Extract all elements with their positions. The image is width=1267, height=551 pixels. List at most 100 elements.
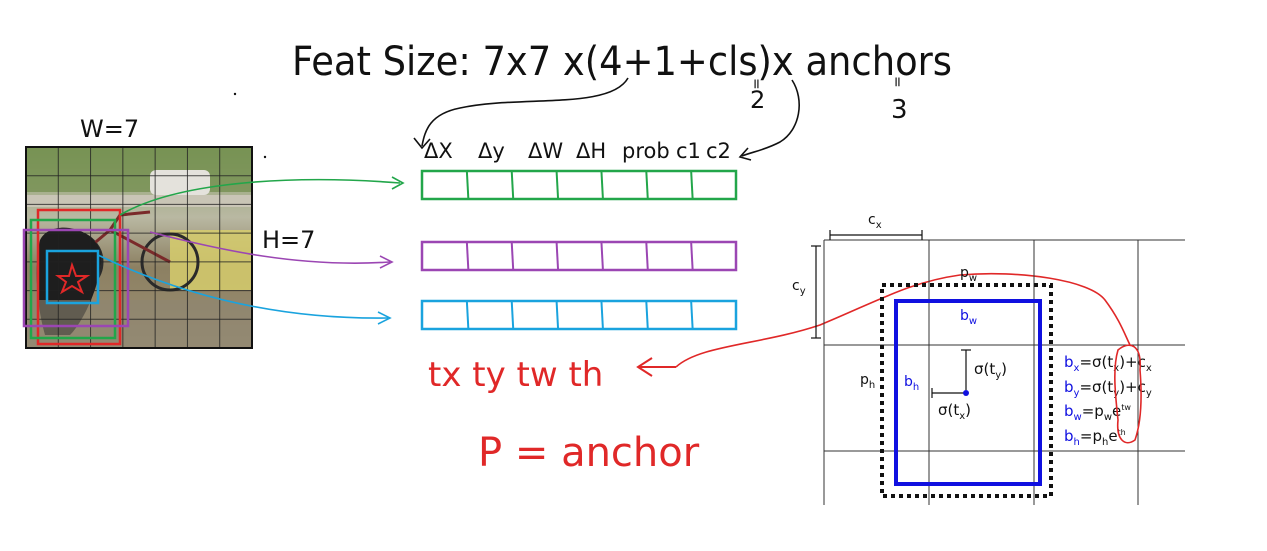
bbox-equation: by=σ(ty)+cy <box>1064 378 1152 399</box>
height-label: H=7 <box>262 226 315 254</box>
output-vectors <box>420 169 738 331</box>
dot-mark <box>233 92 237 96</box>
anchor-note: P = anchor <box>478 430 700 476</box>
arrow-head-classes <box>738 147 752 161</box>
bw-label: bw <box>960 308 977 327</box>
eq-rhs-sub: h <box>1102 437 1108 448</box>
bbox-equation: bw=pwetw <box>1064 402 1131 423</box>
cx-label: cx <box>868 212 882 231</box>
eq-tail-sup: th <box>1118 428 1126 437</box>
feat-size-text: Feat Size: 7x7 x(4+1+cls)x anchors <box>292 39 952 85</box>
vector-cell-divider <box>510 300 515 330</box>
yolo-bbox-figure: cx cy pw ph bw bh σ(ty) σ(tx) bx=σ(tx)+c… <box>792 212 1185 505</box>
image-border <box>25 146 253 349</box>
anchors-value: 3 <box>891 95 908 125</box>
feat-size-formula: Feat Size: 7x7 x(4+1+cls)x anchors = 2 =… <box>292 39 952 125</box>
photo-car <box>150 170 210 195</box>
eq-rhs: =p <box>1080 427 1102 445</box>
vector-cell-divider <box>600 241 604 271</box>
arrow-to-offsets <box>421 77 629 147</box>
vector-row <box>420 240 738 272</box>
arrow-to-classes <box>741 79 800 157</box>
label-c2: c2 <box>706 139 731 163</box>
vector-cell-divider <box>465 170 470 200</box>
red-curve-link <box>675 272 1131 368</box>
bh-label: bh <box>904 374 919 393</box>
dot-mark-2 <box>263 155 267 159</box>
vector-cell-divider <box>465 300 470 330</box>
vector-cell-divider <box>555 170 560 200</box>
eq-tail: )+c <box>1119 378 1146 396</box>
anchor-box-red <box>36 208 122 346</box>
center-point <box>963 390 969 396</box>
eq-tail: )+c <box>1119 353 1146 371</box>
eq-lhs: b <box>1064 353 1074 371</box>
photo-ground <box>26 300 252 348</box>
vector-header: ΔX Δy ΔW ΔH prob c1 c2 <box>424 139 731 163</box>
eq-lhs-sub: h <box>1074 437 1080 448</box>
t-params-arrow <box>636 357 676 377</box>
eq-tail-sub: y <box>1146 388 1152 399</box>
eq-rhs-sub: w <box>1104 412 1112 423</box>
eq-tail-sub: x <box>1146 363 1152 374</box>
vector-cell-divider <box>555 241 560 271</box>
photo-trees <box>26 147 252 192</box>
t-params-text: tx ty tw th <box>428 355 603 395</box>
link-purple-head <box>379 255 394 269</box>
eq-rhs: =p <box>1082 402 1104 420</box>
eq-lhs: b <box>1064 378 1074 396</box>
label-delta-w: ΔW <box>528 139 563 163</box>
vector-cell-divider <box>645 300 649 330</box>
vector-row <box>420 169 738 201</box>
vector-cell-divider <box>600 300 604 330</box>
eq-rhs: =σ(t <box>1079 378 1113 396</box>
label-c1: c1 <box>676 139 701 163</box>
vector-cell-divider <box>690 170 694 200</box>
eq-lhs-sub: x <box>1074 363 1080 374</box>
cls-value: 2 <box>750 86 765 114</box>
label-delta-y: Δy <box>478 139 505 163</box>
link-cyan <box>97 254 389 319</box>
sigma-ty-label: σ(ty) <box>974 360 1007 381</box>
link-green-head <box>391 176 405 190</box>
vector-cell-divider <box>510 241 515 271</box>
vector-cell-divider <box>600 170 604 200</box>
vector-cell-divider <box>465 241 470 271</box>
cls-eq-sign: = <box>748 78 764 90</box>
eq-tail-sup: tw <box>1121 403 1131 412</box>
image-grid <box>26 147 252 348</box>
vector-row <box>420 299 738 331</box>
link-cyan-head <box>377 311 392 325</box>
anchor-box-green <box>29 218 117 340</box>
label-prob: prob <box>622 139 670 163</box>
vector-cell-divider <box>645 241 649 271</box>
vector-cell-divider <box>510 170 515 200</box>
vector-cell-divider <box>645 170 649 200</box>
arrow-head-offsets <box>413 137 431 150</box>
eq-rhs: =σ(t <box>1079 353 1113 371</box>
anchor-box-cyan <box>45 249 100 305</box>
center-star-icon <box>55 261 91 295</box>
eq-lhs-sub: w <box>1074 412 1082 423</box>
anchors-eq-sign: = <box>889 76 905 88</box>
width-label: W=7 <box>80 115 139 143</box>
eq-tail: e <box>1108 427 1117 445</box>
input-image <box>22 146 253 349</box>
vector-cell-divider <box>690 300 694 330</box>
eq-lhs: b <box>1064 427 1074 445</box>
photo-wall <box>170 230 252 290</box>
label-delta-x: ΔX <box>424 139 453 163</box>
red-highlight-loop <box>1114 344 1142 444</box>
vector-cell-divider <box>690 241 694 271</box>
sigma-tx-label: σ(tx) <box>938 401 971 422</box>
link-green <box>119 178 401 216</box>
ph-label: ph <box>860 372 875 391</box>
link-purple <box>149 231 391 264</box>
eq-rhs-sub: x <box>1113 363 1119 374</box>
vector-cell-divider <box>555 300 560 330</box>
label-delta-h: ΔH <box>576 139 606 163</box>
pw-label: pw <box>960 265 977 284</box>
bbox-equation: bh=pheth <box>1064 427 1126 448</box>
